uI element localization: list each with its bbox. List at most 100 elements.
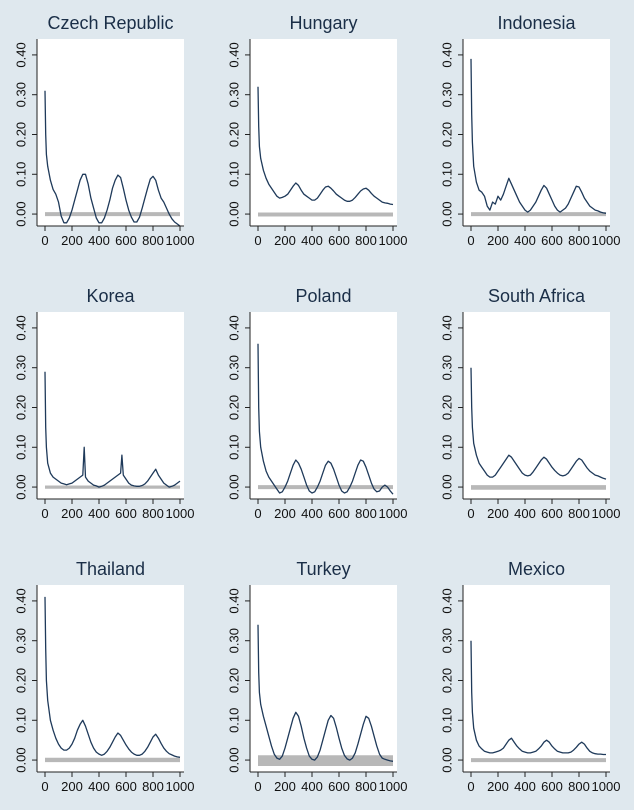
y-tick-label: 0.20 [13,668,28,693]
x-tick-label: 400 [88,506,110,521]
y-tick-label: 0.10 [439,435,454,460]
plot-area [37,312,184,499]
y-tick-label: 0.30 [439,628,454,653]
x-tick-label: 1000 [166,779,195,794]
y-tick-label: 0.00 [226,474,241,499]
panel-title: Czech Republic [47,13,173,33]
y-tick-label: 0.00 [13,747,28,772]
x-tick-label: 600 [115,506,137,521]
x-tick-label: 200 [274,506,296,521]
y-tick-label: 0.20 [226,395,241,420]
x-tick-label: 0 [254,779,261,794]
series-line [257,86,394,206]
y-tick-label: 0.20 [439,668,454,693]
x-tick-label: 400 [514,779,536,794]
x-tick-label: 200 [61,506,83,521]
x-tick-label: 1000 [379,779,408,794]
y-tick-label: 0.20 [439,395,454,420]
x-tick-label: 200 [487,506,509,521]
y-tick-label: 0.20 [13,395,28,420]
x-tick-label: 600 [541,779,563,794]
chart-panel: South Africa 0.00 0.10 0.20 0.30 0.40 0 200 400 6… [439,286,620,521]
x-tick-label: 0 [467,506,474,521]
series-line [470,367,607,480]
y-tick-label: 0.30 [226,355,241,380]
y-tick-label: 0.40 [13,42,28,67]
series-line [257,624,394,762]
chart-panel: Thailand 0.00 0.10 0.20 0.30 0.40 0 200 400 600 80… [13,559,194,794]
y-tick-label: 0.10 [226,708,241,733]
x-tick-label: 0 [467,779,474,794]
y-tick-label: 0.20 [226,122,241,147]
confidence-band [258,212,393,217]
x-tick-label: 400 [514,506,536,521]
x-tick-label: 400 [88,779,110,794]
x-tick-label: 1000 [166,233,195,248]
chart-panel: Turkey 0.00 0.10 0.20 0.30 0.40 0 200 400 600 800 1… [226,559,407,794]
x-tick-label: 600 [541,506,563,521]
y-tick-label: 0.40 [439,42,454,67]
panel-title: South Africa [488,286,586,306]
x-tick-label: 400 [514,233,536,248]
x-tick-label: 800 [142,233,164,248]
x-tick-label: 200 [61,779,83,794]
x-tick-label: 600 [328,506,350,521]
y-tick-label: 0.10 [13,708,28,733]
y-tick-label: 0.20 [439,122,454,147]
x-tick-label: 600 [115,233,137,248]
chart-panel: Mexico 0.00 0.10 0.20 0.30 0.40 0 200 400 600 800 1… [439,559,620,794]
x-tick-label: 600 [541,233,563,248]
y-tick-label: 0.40 [439,588,454,613]
y-tick-label: 0.30 [439,82,454,107]
confidence-band [471,485,606,490]
confidence-band [471,758,606,763]
confidence-band [258,755,393,766]
y-tick-label: 0.10 [439,162,454,187]
panel-title: Thailand [76,559,145,579]
series-line [257,343,394,495]
x-tick-label: 0 [41,506,48,521]
panel-title: Poland [295,286,351,306]
series-line [44,90,181,227]
y-tick-label: 0.40 [13,315,28,340]
x-tick-label: 400 [301,779,323,794]
x-tick-label: 400 [88,233,110,248]
y-tick-label: 0.00 [226,201,241,226]
series-line [44,371,181,488]
y-tick-label: 0.10 [226,162,241,187]
x-tick-label: 1000 [592,779,621,794]
panel-title: Turkey [296,559,350,579]
confidence-band [45,212,180,217]
y-tick-label: 0.10 [439,708,454,733]
x-tick-label: 800 [142,506,164,521]
confidence-band [471,212,606,217]
y-tick-label: 0.30 [13,628,28,653]
y-tick-label: 0.00 [439,201,454,226]
y-tick-label: 0.10 [13,435,28,460]
x-tick-label: 200 [61,233,83,248]
x-tick-label: 0 [254,506,261,521]
y-tick-label: 0.30 [13,82,28,107]
y-tick-label: 0.00 [13,474,28,499]
series-line [470,640,606,756]
x-tick-label: 200 [487,779,509,794]
x-tick-label: 800 [355,233,377,248]
y-tick-label: 0.40 [226,588,241,613]
x-tick-label: 600 [115,779,137,794]
x-tick-label: 600 [328,779,350,794]
y-tick-label: 0.30 [226,628,241,653]
x-tick-label: 600 [328,233,350,248]
confidence-band [45,485,180,489]
chart-panel: Czech Republic 0.00 0.10 0.20 0.30 0.40 0 200 40… [13,13,194,248]
y-tick-label: 0.30 [439,355,454,380]
x-tick-label: 1000 [166,506,195,521]
plot-area [463,39,610,226]
confidence-band [258,485,393,490]
x-tick-label: 1000 [592,506,621,521]
x-tick-label: 0 [254,233,261,248]
chart-panel: Poland 0.00 0.10 0.20 0.30 0.40 0 200 400 600 800 1… [226,286,407,521]
plot-area [250,585,397,772]
y-tick-label: 0.30 [13,355,28,380]
